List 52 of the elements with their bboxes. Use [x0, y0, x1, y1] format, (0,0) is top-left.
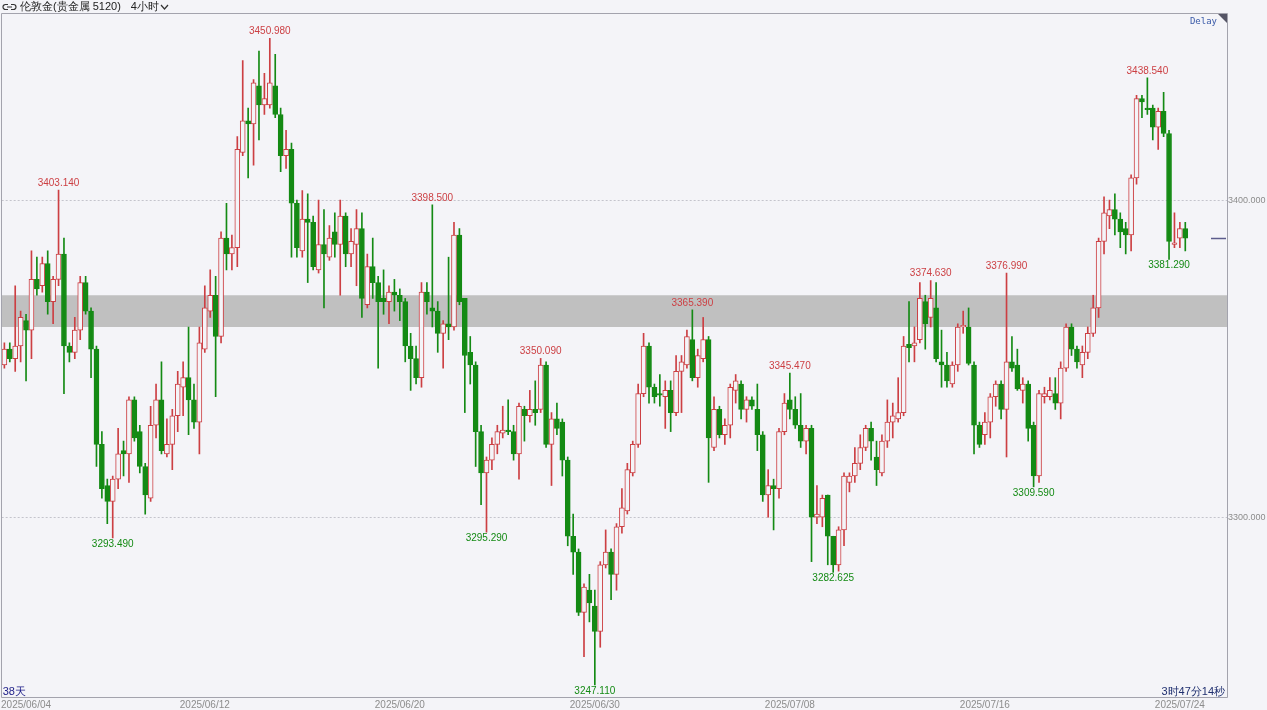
annotation: 3450.980 — [248, 25, 292, 37]
annotation: 3350.090 — [519, 345, 562, 357]
candlestick — [906, 301, 912, 363]
candlestick — [12, 285, 19, 372]
text: Delay — [1189, 16, 1217, 26]
annotation: 3398.500 — [411, 191, 454, 203]
candlestick — [321, 209, 327, 309]
chart-title: 伦敦金(贵金属 5120) — [20, 0, 121, 13]
candlestick — [1122, 221, 1129, 255]
candlestick — [440, 320, 446, 369]
candlestick — [532, 380, 539, 426]
annotation: 38天 — [2, 684, 26, 699]
x-tick-label: 2025/07/16 — [959, 698, 1011, 710]
candlestick — [304, 193, 311, 283]
x-tick-label: 2025/06/04 — [1, 698, 52, 710]
candlestick — [765, 469, 772, 518]
candlestick — [256, 50, 262, 141]
annotation: 3时47分14秒 — [1161, 684, 1225, 699]
candlestick — [283, 130, 289, 169]
candlestick — [505, 399, 511, 436]
annotation: 3282.625 — [812, 572, 855, 584]
annotation: 3381.290 — [1148, 259, 1191, 271]
annotation: 3345.470 — [768, 359, 812, 371]
annotation: 3295.290 — [465, 531, 508, 543]
candlestick — [1139, 95, 1145, 118]
annotation: 3403.140 — [37, 176, 80, 188]
annotation: 3376.990 — [985, 259, 1028, 271]
candlestick — [34, 256, 40, 296]
x-tick-label: 2025/07/24 — [1154, 698, 1206, 710]
candlestick — [229, 234, 235, 271]
annotation: 3247.110 — [574, 684, 616, 696]
candlestick — [527, 390, 533, 423]
annotation: 3438.540 — [1126, 64, 1169, 76]
x-tick-label: 2025/06/30 — [569, 698, 621, 710]
annotation: 3293.490 — [91, 537, 134, 549]
candlestick — [23, 313, 29, 382]
candlestick — [386, 285, 392, 325]
candlestick — [1112, 193, 1118, 236]
candlestick — [396, 288, 403, 321]
x-tick-label: 2025/06/12 — [179, 698, 231, 710]
candlestick — [662, 380, 669, 429]
candlestick — [895, 377, 902, 423]
candlestick — [787, 372, 793, 420]
annotation: 3309.590 — [1012, 486, 1055, 498]
x-tick-label: 2025/07/08 — [764, 698, 816, 710]
y-tick-label: 3400.000 — [1228, 194, 1266, 205]
chart-subtitle: 4小时 — [130, 0, 159, 13]
candlestick — [245, 107, 251, 179]
annotation: 3374.630 — [909, 267, 952, 279]
annotation: 3365.390 — [671, 296, 714, 308]
y-tick-label: 3300.000 — [1228, 511, 1266, 522]
x-tick-label: 2025/06/20 — [374, 698, 426, 710]
